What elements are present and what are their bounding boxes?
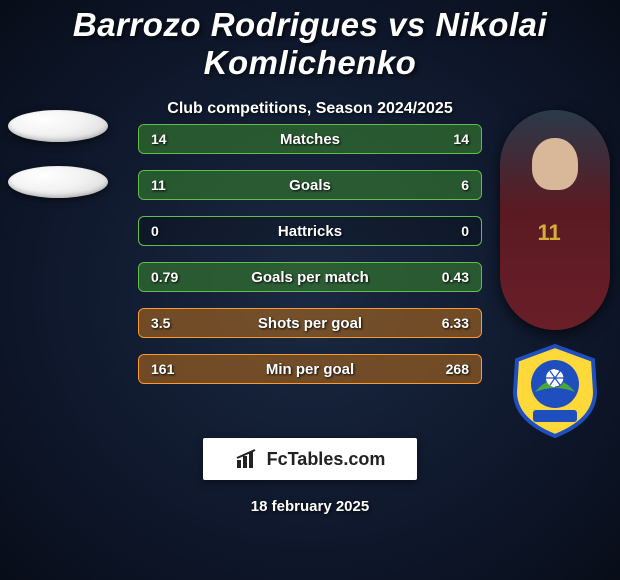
brand-badge: FcTables.com xyxy=(203,438,417,480)
stat-label: Goals per match xyxy=(199,269,421,286)
stats-table: 14Matches14 11Goals6 0Hattricks0 0.79Goals … xyxy=(138,124,482,400)
player2-club-badge xyxy=(505,340,605,440)
stat-value-right: 14 xyxy=(421,131,481,147)
stat-value-left: 161 xyxy=(139,361,199,377)
player1-placeholder-token xyxy=(8,110,108,142)
stat-value-left: 14 xyxy=(139,131,199,147)
stat-value-left: 3.5 xyxy=(139,315,199,331)
stat-value-right: 0 xyxy=(421,223,481,239)
stat-row: 14Matches14 xyxy=(138,124,482,154)
brand-text: FcTables.com xyxy=(267,449,386,470)
stat-value-left: 0 xyxy=(139,223,199,239)
player2-photo xyxy=(500,110,610,330)
stat-label: Min per goal xyxy=(199,361,421,378)
player2-avatar-block xyxy=(497,110,612,440)
page-title: Barrozo Rodrigues vs Nikolai Komlichenko xyxy=(0,0,620,82)
stat-label: Matches xyxy=(199,131,421,148)
stat-row: 161Min per goal268 xyxy=(138,354,482,384)
stat-value-right: 0.43 xyxy=(421,269,481,285)
footer-date: 18 february 2025 xyxy=(0,498,620,515)
stat-row: 11Goals6 xyxy=(138,170,482,200)
stat-row: 0Hattricks0 xyxy=(138,216,482,246)
bar-chart-icon xyxy=(235,448,261,470)
stat-row: 3.5Shots per goal6.33 xyxy=(138,308,482,338)
stat-label: Hattricks xyxy=(199,223,421,240)
stat-value-right: 6 xyxy=(421,177,481,193)
stat-value-left: 11 xyxy=(139,177,199,193)
stat-value-right: 6.33 xyxy=(421,315,481,331)
stat-label: Shots per goal xyxy=(199,315,421,332)
player1-avatar-block xyxy=(8,110,113,222)
stat-value-left: 0.79 xyxy=(139,269,199,285)
stat-row: 0.79Goals per match0.43 xyxy=(138,262,482,292)
player1-club-placeholder-token xyxy=(8,166,108,198)
stat-label: Goals xyxy=(199,177,421,194)
stat-value-right: 268 xyxy=(421,361,481,377)
